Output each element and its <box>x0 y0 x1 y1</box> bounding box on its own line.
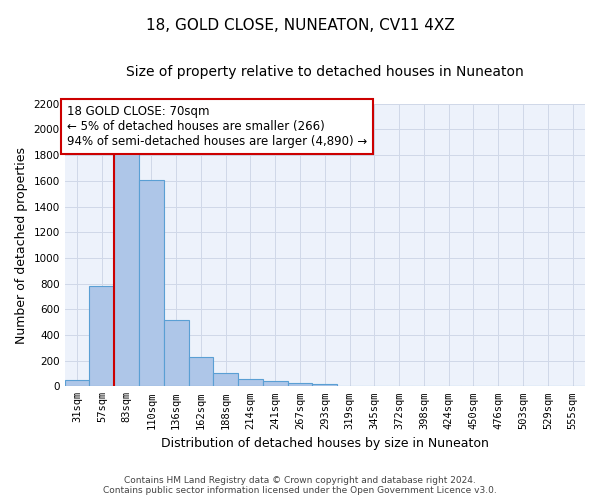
Bar <box>313 384 337 386</box>
Bar <box>188 357 214 386</box>
Text: Contains HM Land Registry data © Crown copyright and database right 2024.
Contai: Contains HM Land Registry data © Crown c… <box>103 476 497 495</box>
Title: Size of property relative to detached houses in Nuneaton: Size of property relative to detached ho… <box>126 65 524 79</box>
Bar <box>238 378 263 386</box>
Bar <box>287 383 313 386</box>
Bar <box>114 152 139 386</box>
Bar <box>65 380 89 386</box>
Bar <box>164 320 188 386</box>
Bar <box>139 180 164 386</box>
Y-axis label: Number of detached properties: Number of detached properties <box>15 146 28 344</box>
Bar <box>89 286 114 386</box>
Text: 18 GOLD CLOSE: 70sqm
← 5% of detached houses are smaller (266)
94% of semi-detac: 18 GOLD CLOSE: 70sqm ← 5% of detached ho… <box>67 105 367 148</box>
Text: 18, GOLD CLOSE, NUNEATON, CV11 4XZ: 18, GOLD CLOSE, NUNEATON, CV11 4XZ <box>146 18 454 32</box>
Bar <box>214 374 238 386</box>
X-axis label: Distribution of detached houses by size in Nuneaton: Distribution of detached houses by size … <box>161 437 489 450</box>
Bar <box>263 381 287 386</box>
